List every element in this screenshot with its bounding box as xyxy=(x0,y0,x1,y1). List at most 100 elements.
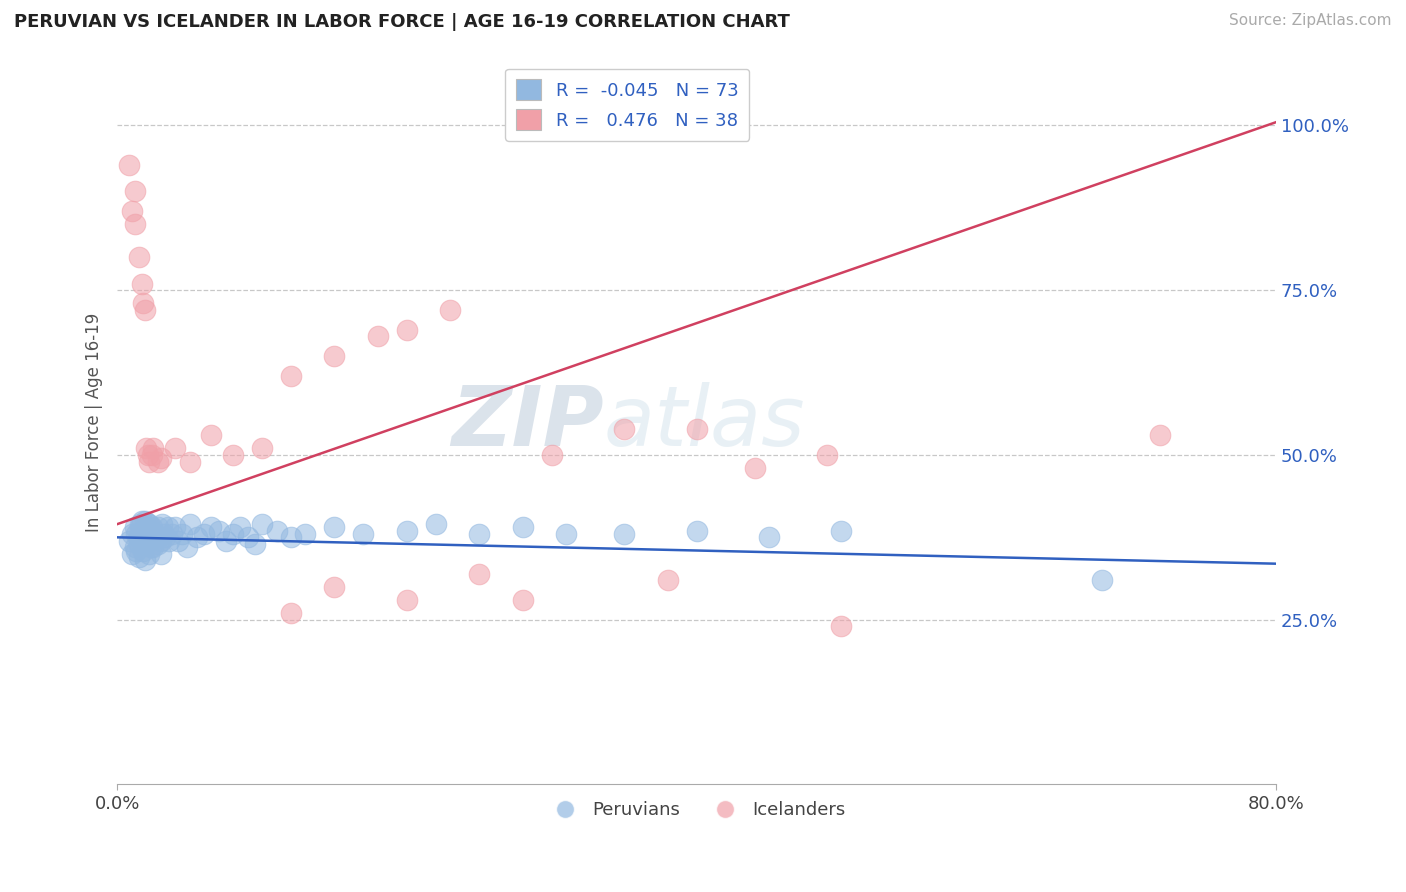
Point xyxy=(323,580,346,594)
Point xyxy=(323,349,346,363)
Point xyxy=(186,530,208,544)
Point xyxy=(128,550,150,565)
Point xyxy=(613,527,636,541)
Point xyxy=(222,448,245,462)
Point xyxy=(139,540,162,554)
Point xyxy=(143,527,166,541)
Point xyxy=(139,530,162,544)
Point xyxy=(266,524,288,538)
Point xyxy=(131,277,153,291)
Text: PERUVIAN VS ICELANDER IN LABOR FORCE | AGE 16-19 CORRELATION CHART: PERUVIAN VS ICELANDER IN LABOR FORCE | A… xyxy=(14,13,790,31)
Point xyxy=(172,527,194,541)
Point xyxy=(124,540,146,554)
Point xyxy=(153,530,176,544)
Point xyxy=(156,520,179,534)
Text: atlas: atlas xyxy=(603,382,806,463)
Point xyxy=(243,537,266,551)
Point xyxy=(250,517,273,532)
Point xyxy=(395,323,418,337)
Point xyxy=(121,547,143,561)
Point xyxy=(540,448,562,462)
Point xyxy=(135,520,157,534)
Point xyxy=(146,537,169,551)
Point xyxy=(395,593,418,607)
Point xyxy=(149,533,172,548)
Point xyxy=(323,520,346,534)
Point xyxy=(132,296,155,310)
Point xyxy=(294,527,316,541)
Point xyxy=(157,533,180,548)
Point xyxy=(132,543,155,558)
Point xyxy=(613,421,636,435)
Point xyxy=(138,517,160,532)
Point xyxy=(128,250,150,264)
Point xyxy=(685,421,707,435)
Point xyxy=(425,517,447,532)
Point xyxy=(134,303,156,318)
Point xyxy=(129,520,152,534)
Point xyxy=(138,454,160,468)
Point xyxy=(280,368,302,383)
Point xyxy=(131,514,153,528)
Y-axis label: In Labor Force | Age 16-19: In Labor Force | Age 16-19 xyxy=(86,312,103,532)
Point xyxy=(141,520,163,534)
Point xyxy=(165,442,187,456)
Point xyxy=(118,158,141,172)
Point xyxy=(280,606,302,620)
Point xyxy=(685,524,707,538)
Point xyxy=(758,530,780,544)
Point xyxy=(744,461,766,475)
Point xyxy=(179,454,201,468)
Point xyxy=(131,533,153,548)
Point xyxy=(250,442,273,456)
Point xyxy=(141,448,163,462)
Point xyxy=(439,303,461,318)
Point xyxy=(165,520,187,534)
Legend: Peruvians, Icelanders: Peruvians, Icelanders xyxy=(540,794,853,826)
Point xyxy=(229,520,252,534)
Point xyxy=(468,566,491,581)
Point xyxy=(193,527,215,541)
Point xyxy=(135,533,157,548)
Point xyxy=(149,451,172,466)
Point xyxy=(200,520,222,534)
Point xyxy=(136,517,159,532)
Point xyxy=(468,527,491,541)
Point xyxy=(512,520,534,534)
Point xyxy=(129,517,152,532)
Point xyxy=(128,530,150,544)
Point xyxy=(815,448,838,462)
Point xyxy=(134,514,156,528)
Point xyxy=(136,448,159,462)
Point xyxy=(128,537,150,551)
Point xyxy=(830,619,852,633)
Point xyxy=(1149,428,1171,442)
Point xyxy=(200,428,222,442)
Point xyxy=(141,524,163,538)
Text: Source: ZipAtlas.com: Source: ZipAtlas.com xyxy=(1229,13,1392,29)
Point xyxy=(124,185,146,199)
Point xyxy=(657,573,679,587)
Point xyxy=(121,527,143,541)
Point xyxy=(145,530,167,544)
Point xyxy=(124,520,146,534)
Point xyxy=(152,527,174,541)
Point xyxy=(236,530,259,544)
Point xyxy=(132,524,155,538)
Point xyxy=(121,204,143,219)
Point xyxy=(142,540,165,554)
Point xyxy=(146,454,169,468)
Point xyxy=(138,533,160,548)
Point xyxy=(124,217,146,231)
Point xyxy=(125,527,148,541)
Point xyxy=(395,524,418,538)
Point xyxy=(222,527,245,541)
Point xyxy=(512,593,534,607)
Point xyxy=(142,530,165,544)
Point xyxy=(125,543,148,558)
Point xyxy=(830,524,852,538)
Point xyxy=(150,517,173,532)
Point xyxy=(352,527,374,541)
Point xyxy=(179,517,201,532)
Point xyxy=(280,530,302,544)
